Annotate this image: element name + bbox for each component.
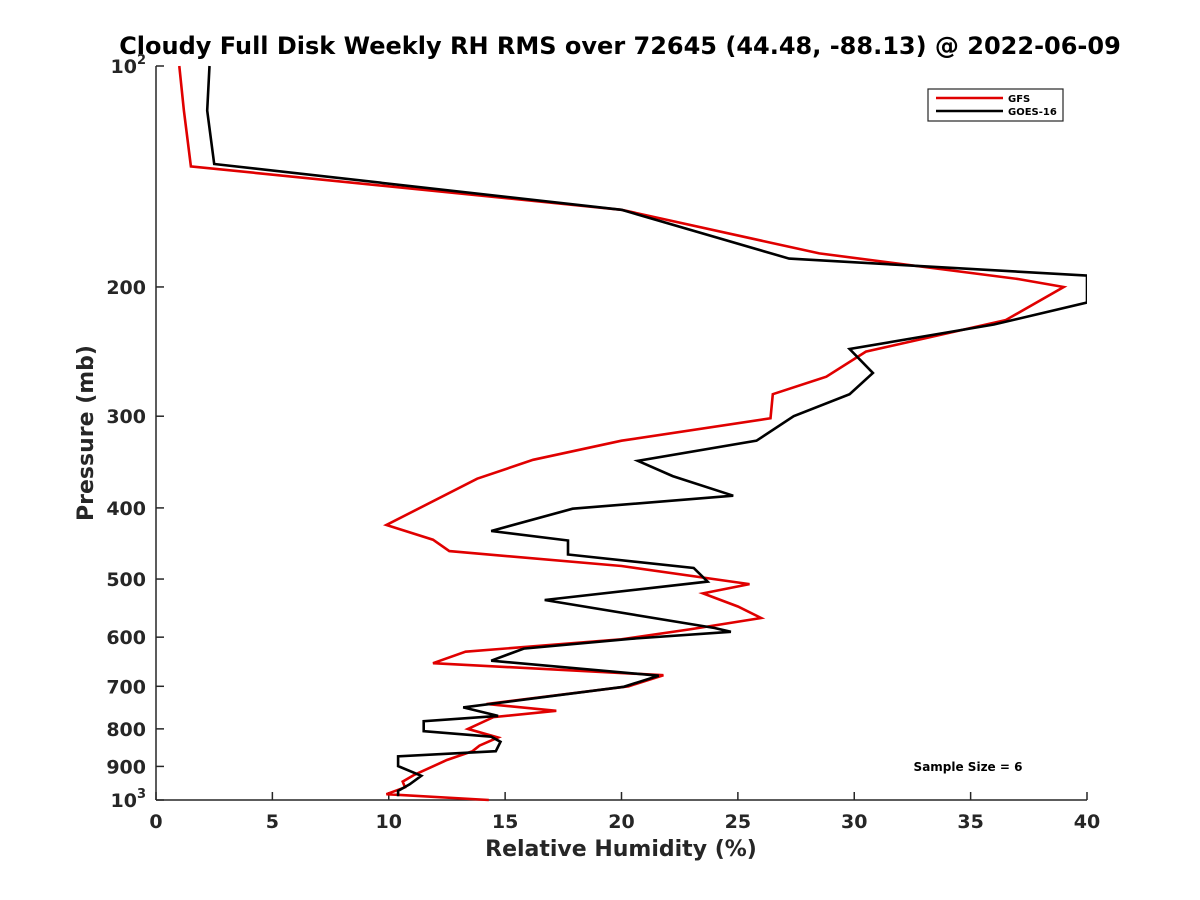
legend-label: GFS <box>1008 94 1030 105</box>
x-tick-label: 40 <box>1074 811 1100 833</box>
x-tick-label: 0 <box>149 811 162 833</box>
legend: GFS GOES-16 <box>927 88 1064 122</box>
x-tick-label: 15 <box>492 811 518 833</box>
series-line-goes-16 <box>205 65 1087 797</box>
legend-label: GOES-16 <box>1008 107 1057 118</box>
legend-box <box>927 88 1064 122</box>
y-tick-exponent: 2 <box>137 53 146 68</box>
x-tick-label: 25 <box>725 811 751 833</box>
y-tick-label: 800 <box>106 719 146 741</box>
y-tick-base: 10 <box>111 56 137 78</box>
x-tick-label: 30 <box>841 811 867 833</box>
x-tick-label: 10 <box>376 811 402 833</box>
y-tick-label: 400 <box>106 498 146 520</box>
x-tick-label: 35 <box>957 811 983 833</box>
series-lines <box>178 65 1087 802</box>
y-tick-label: 300 <box>106 406 146 428</box>
x-axis-ticks: 0 5 10 15 20 25 30 35 40 <box>149 792 1100 833</box>
y-tick-label: 102 <box>111 53 147 78</box>
y-tick-base: 10 <box>111 790 137 812</box>
x-tick-label: 20 <box>608 811 634 833</box>
y-tick-label: 700 <box>106 676 146 698</box>
y-tick-label: 600 <box>106 627 146 649</box>
x-axis-label: Relative Humidity (%) <box>485 837 757 862</box>
y-tick-label: 200 <box>106 277 146 299</box>
x-tick-label: 5 <box>266 811 279 833</box>
chart-title: Cloudy Full Disk Weekly RH RMS over 7264… <box>119 32 1121 60</box>
y-tick-label: 900 <box>106 756 146 778</box>
y-tick-label: 500 <box>106 569 146 591</box>
sample-size-annotation: Sample Size = 6 <box>914 760 1023 774</box>
y-axis-label: Pressure (mb) <box>74 345 99 521</box>
y-tick-exponent: 3 <box>137 787 146 802</box>
y-tick-label: 103 <box>111 787 147 812</box>
series-line-gfs <box>178 65 1068 802</box>
